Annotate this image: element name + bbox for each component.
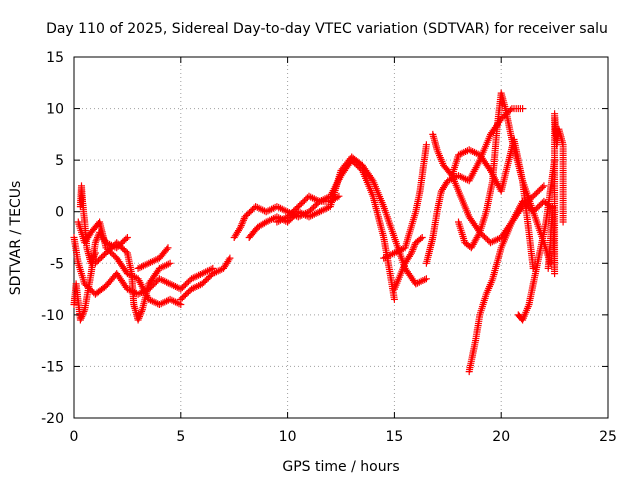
plot-frame	[73, 56, 609, 419]
series-track-q	[465, 197, 554, 376]
data-point-markers	[76, 182, 99, 267]
series-track-j	[273, 192, 343, 226]
x-axis-label: GPS time / hours	[282, 459, 399, 475]
x-tick-label: 5	[176, 429, 185, 445]
x-tick-label: 10	[279, 429, 297, 445]
x-tick-label: 0	[70, 429, 79, 445]
y-tick-label: -10	[41, 308, 64, 324]
data-point-markers	[91, 239, 174, 324]
data-point-markers	[465, 197, 554, 376]
series-track-g	[177, 254, 234, 303]
series-track-e	[91, 239, 174, 324]
y-tick-label: -5	[50, 256, 64, 272]
data-point-markers	[514, 156, 559, 324]
series-track-d	[76, 182, 99, 267]
y-axis-label: SDTVAR / TECUs	[8, 181, 24, 296]
series-track-s	[544, 110, 567, 278]
y-tick-label: -20	[41, 411, 64, 427]
x-tick-label: 20	[492, 429, 510, 445]
series-track-l	[390, 234, 426, 293]
chart-title: Day 110 of 2025, Sidereal Day-to-day VTE…	[46, 21, 608, 37]
y-tick-label: 0	[55, 205, 64, 221]
x-tick-label: 25	[599, 429, 617, 445]
series-track-r	[514, 156, 559, 324]
y-tick-label: 15	[46, 50, 64, 66]
y-tick-label: 10	[46, 102, 64, 118]
data-point-markers	[390, 234, 426, 293]
series-track-k	[380, 141, 430, 262]
data-point-markers	[177, 254, 234, 303]
data-point-markers	[134, 244, 172, 272]
axis-ticks: 0 5 10 15 20 25 -20 -15 -10 -5 0 5 10 15	[41, 50, 617, 445]
data-point-markers	[273, 192, 343, 226]
x-tick-label: 15	[385, 429, 403, 445]
y-tick-label: 5	[55, 153, 64, 169]
data-point-markers	[544, 110, 567, 278]
series-track-f	[134, 244, 172, 272]
grid	[74, 57, 608, 418]
y-tick-label: -15	[41, 359, 64, 375]
data-points	[70, 89, 567, 376]
data-point-markers	[380, 141, 430, 262]
